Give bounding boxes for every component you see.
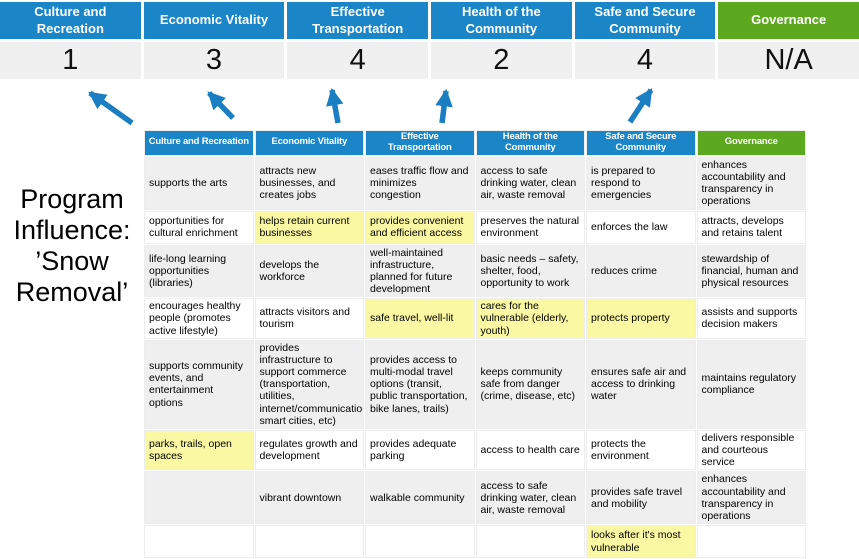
- arrow-effective-transportation-icon: [326, 87, 344, 124]
- matrix-cell: [475, 525, 585, 559]
- arrow-culture-recreation-icon: [88, 90, 134, 126]
- matrix-column-header-effective-transportation: Effective Transportation: [365, 130, 475, 156]
- priority-header-row: Culture and Recreation Economic Vitality E…: [0, 2, 859, 39]
- matrix-cell: opportunities for cultural enrichment: [144, 210, 254, 244]
- matrix-cell: is prepared to respond to emergencies: [586, 156, 696, 210]
- matrix-cell: looks after it's most vulnerable: [586, 525, 696, 559]
- matrix-cell: assists and supports decision makers: [696, 298, 806, 339]
- priority-score-governance: N/A: [718, 42, 859, 79]
- priority-header-health-of-the-community: Health of the Community: [431, 2, 572, 39]
- matrix-cell: encourages healthy people (promotes acti…: [144, 298, 254, 339]
- priority-score-row: 1 3 4 2 4 N/A: [0, 42, 859, 79]
- matrix-cell: [365, 525, 475, 559]
- matrix-cell: develops the workforce: [254, 244, 364, 298]
- matrix-row: encourages healthy people (promotes acti…: [144, 298, 806, 339]
- arrow-health-community-icon: [435, 88, 453, 124]
- matrix-column-header-culture-and-recreation: Culture and Recreation: [144, 130, 254, 156]
- matrix-cell: parks, trails, open spaces: [144, 429, 254, 471]
- matrix-cell: attracts visitors and tourism: [254, 298, 364, 339]
- matrix-cell: provides convenient and efficient access: [365, 210, 475, 244]
- influence-arrows: [88, 87, 654, 126]
- matrix-cell: provides adequate parking: [365, 429, 475, 471]
- matrix-row: opportunities for cultural enrichment hel…: [144, 210, 806, 244]
- matrix-row: supports the arts attracts new businesses…: [144, 156, 806, 210]
- matrix-cell: enhances accountability and transparency…: [696, 471, 806, 525]
- priority-score-safe-and-secure-community: 4: [574, 42, 716, 79]
- matrix-cell: access to health care: [475, 429, 585, 471]
- matrix-cell: eases traffic flow and minimizes congest…: [365, 156, 475, 210]
- matrix-column-header-governance: Governance: [696, 130, 806, 156]
- matrix-cell: supports the arts: [144, 156, 254, 210]
- priority-header-safe-and-secure-community: Safe and Secure Community: [574, 2, 716, 39]
- priority-header-culture-and-recreation: Culture and Recreation: [0, 2, 141, 39]
- influence-matrix: Culture and Recreation Economic Vitality E…: [143, 129, 807, 559]
- matrix-column-header-safe-and-secure-community: Safe and Secure Community: [586, 130, 696, 156]
- priority-score-health-of-the-community: 2: [431, 42, 572, 79]
- matrix-cell: access to safe drinking water, clean air…: [475, 156, 585, 210]
- matrix-cell: delivers responsible and courteous servi…: [696, 429, 806, 471]
- matrix-cell: helps retain current businesses: [254, 210, 364, 244]
- matrix-cell: attracts new businesses, and creates job…: [254, 156, 364, 210]
- matrix-row: supports community events, and entertain…: [144, 339, 806, 429]
- arrow-safe-secure-icon: [627, 88, 654, 124]
- matrix-cell: provides infrastructure to support comme…: [254, 339, 364, 429]
- matrix-cell: keeps community safe from danger (crime,…: [475, 339, 585, 429]
- priority-header-economic-vitality: Economic Vitality: [143, 2, 285, 39]
- matrix-cell: preserves the natural environment: [475, 210, 585, 244]
- priority-header-effective-transportation: Effective Transportation: [287, 2, 428, 39]
- matrix-row: parks, trails, open spaces regulates grow…: [144, 429, 806, 471]
- matrix-cell: protects property: [586, 298, 696, 339]
- matrix-cell: supports community events, and entertain…: [144, 339, 254, 429]
- matrix-cell: basic needs – safety, shelter, food, opp…: [475, 244, 585, 298]
- matrix-cell: provides safe travel and mobility: [586, 471, 696, 525]
- matrix-cell: cares for the vulnerable (elderly, youth…: [475, 298, 585, 339]
- matrix-cell: provides access to multi-modal travel op…: [365, 339, 475, 429]
- matrix-column-header-health-of-the-community: Health of the Community: [475, 130, 585, 156]
- matrix-cell: life-long learning opportunities (librar…: [144, 244, 254, 298]
- priority-header-governance: Governance: [718, 2, 859, 39]
- matrix-row: life-long learning opportunities (librar…: [144, 244, 806, 298]
- matrix-cell: [254, 525, 364, 559]
- matrix-cell: vibrant downtown: [254, 471, 364, 525]
- arrow-economic-vitality-icon: [207, 91, 235, 120]
- matrix-cell: safe travel, well-lit: [365, 298, 475, 339]
- matrix-cell: attracts, develops and retains talent: [696, 210, 806, 244]
- matrix-header-row: Culture and Recreation Economic Vitality E…: [144, 130, 806, 156]
- matrix-cell: [696, 525, 806, 559]
- matrix-cell: [144, 525, 254, 559]
- priority-score-culture-and-recreation: 1: [0, 42, 141, 79]
- priority-score-effective-transportation: 4: [287, 42, 428, 79]
- matrix-cell: regulates growth and development: [254, 429, 364, 471]
- matrix-cell: walkable community: [365, 471, 475, 525]
- program-influence-label: Program Influence: ’Snow Removal’: [13, 184, 131, 308]
- matrix-cell: maintains regulatory compliance: [696, 339, 806, 429]
- matrix-cell: [144, 471, 254, 525]
- matrix-cell: enforces the law: [586, 210, 696, 244]
- matrix-cell: reduces crime: [586, 244, 696, 298]
- matrix-cell: protects the environment: [586, 429, 696, 471]
- matrix-column-header-economic-vitality: Economic Vitality: [254, 130, 364, 156]
- matrix-cell: stewardship of financial, human and phys…: [696, 244, 806, 298]
- matrix-cell: well-maintained infrastructure, planned …: [365, 244, 475, 298]
- matrix-cell: access to safe drinking water, clean air…: [475, 471, 585, 525]
- matrix-row: looks after it's most vulnerable: [144, 525, 806, 559]
- matrix-cell: enhances accountability and transparency…: [696, 156, 806, 210]
- matrix-row: vibrant downtown walkable community access…: [144, 471, 806, 525]
- matrix-cell: ensures safe air and access to drinking …: [586, 339, 696, 429]
- priority-score-economic-vitality: 3: [143, 42, 285, 79]
